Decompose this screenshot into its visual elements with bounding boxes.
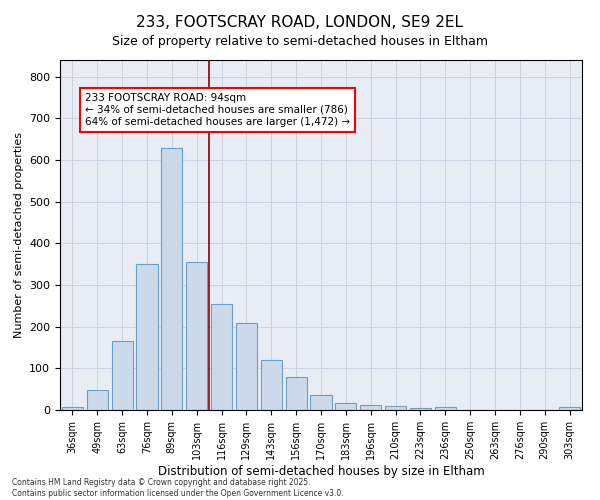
Bar (310, 396, 332, 410)
Text: 233 FOOTSCRAY ROAD: 94sqm
← 34% of semi-detached houses are smaller (786)
64% of: 233 FOOTSCRAY ROAD: 94sqm ← 34% of semi-… (85, 94, 350, 126)
Bar (435, 406, 456, 410)
Bar (136, 264, 158, 410)
Bar (335, 402, 356, 410)
Bar (186, 262, 207, 410)
Bar (360, 405, 381, 410)
X-axis label: Distribution of semi-detached houses by size in Eltham: Distribution of semi-detached houses by … (158, 464, 484, 477)
Bar (211, 304, 232, 410)
Text: 233, FOOTSCRAY ROAD, LONDON, SE9 2EL: 233, FOOTSCRAY ROAD, LONDON, SE9 2EL (137, 15, 464, 30)
Bar (286, 376, 307, 410)
Bar (261, 360, 282, 410)
Bar (62, 406, 83, 410)
Bar (87, 390, 108, 410)
Text: Size of property relative to semi-detached houses in Eltham: Size of property relative to semi-detach… (112, 35, 488, 48)
Bar (410, 408, 431, 410)
Bar (559, 406, 580, 410)
Text: Contains HM Land Registry data © Crown copyright and database right 2025.
Contai: Contains HM Land Registry data © Crown c… (12, 478, 344, 498)
Bar (161, 148, 182, 410)
Y-axis label: Number of semi-detached properties: Number of semi-detached properties (14, 132, 23, 338)
Bar (112, 341, 133, 410)
Bar (236, 322, 257, 410)
Bar (385, 406, 406, 410)
